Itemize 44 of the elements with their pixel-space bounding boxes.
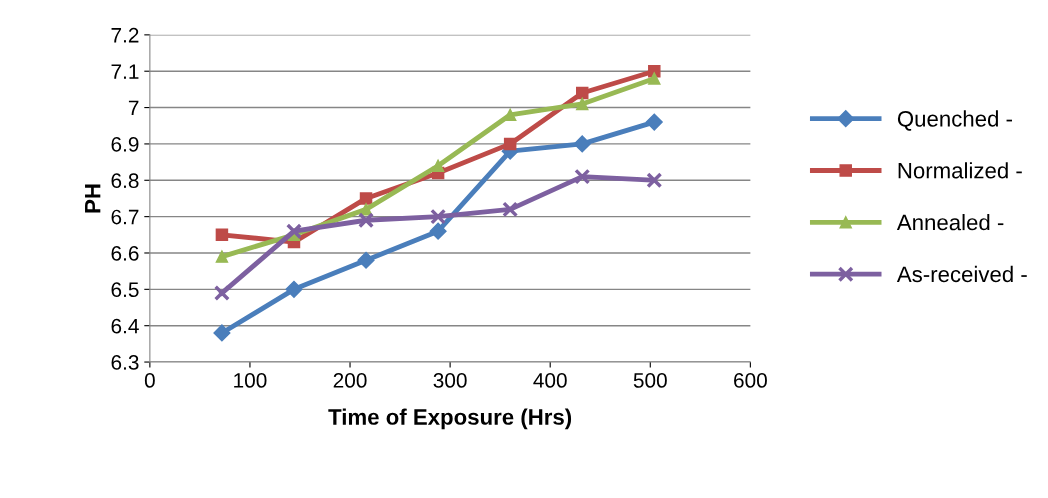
point <box>357 251 375 269</box>
point <box>645 113 663 131</box>
legend-label: As-received - <box>896 265 1027 283</box>
point <box>358 212 375 229</box>
point <box>359 192 373 205</box>
point <box>430 208 447 225</box>
x-tick-label: 400 <box>533 373 567 388</box>
point <box>502 201 519 218</box>
y-tick-label: 6.3 <box>111 355 139 370</box>
point <box>285 223 302 240</box>
point <box>575 97 589 111</box>
x-tick-label: 200 <box>333 373 367 388</box>
y-tick-label: 6.4 <box>111 318 139 334</box>
y-tick-label: 6.9 <box>111 136 139 152</box>
legend-label: Normalized - <box>898 162 1022 179</box>
point <box>213 324 231 342</box>
point <box>573 135 591 153</box>
x-tick-label: 600 <box>734 373 767 388</box>
y-tick-label: 6.5 <box>111 282 139 298</box>
x-axis-title: Time of Exposure (Hrs) <box>328 408 572 430</box>
y-axis-title: PH <box>85 184 101 213</box>
point <box>285 280 303 298</box>
point <box>574 168 591 185</box>
x-tick-label: 300 <box>433 373 467 388</box>
point <box>575 86 589 100</box>
point <box>648 72 661 85</box>
y-tick-label: 7.2 <box>111 27 139 43</box>
y-tick-label: 7 <box>128 100 139 116</box>
point <box>503 137 517 151</box>
point <box>646 172 663 189</box>
x-tick-label: 0 <box>144 373 155 388</box>
legend-label: Quenched - <box>897 110 1012 131</box>
y-tick-label: 6.6 <box>111 245 139 261</box>
y-tick-label: 7.1 <box>111 64 139 79</box>
legend-label: Annealed - <box>896 214 1004 231</box>
point <box>431 159 445 172</box>
point <box>215 250 229 263</box>
x-tick-label: 100 <box>234 373 267 388</box>
y-tick-label: 6.8 <box>111 173 139 189</box>
point <box>215 228 229 242</box>
x-tick-label: 500 <box>633 373 667 388</box>
point <box>429 222 447 240</box>
y-tick-label: 6.7 <box>111 209 139 225</box>
point <box>213 284 230 301</box>
